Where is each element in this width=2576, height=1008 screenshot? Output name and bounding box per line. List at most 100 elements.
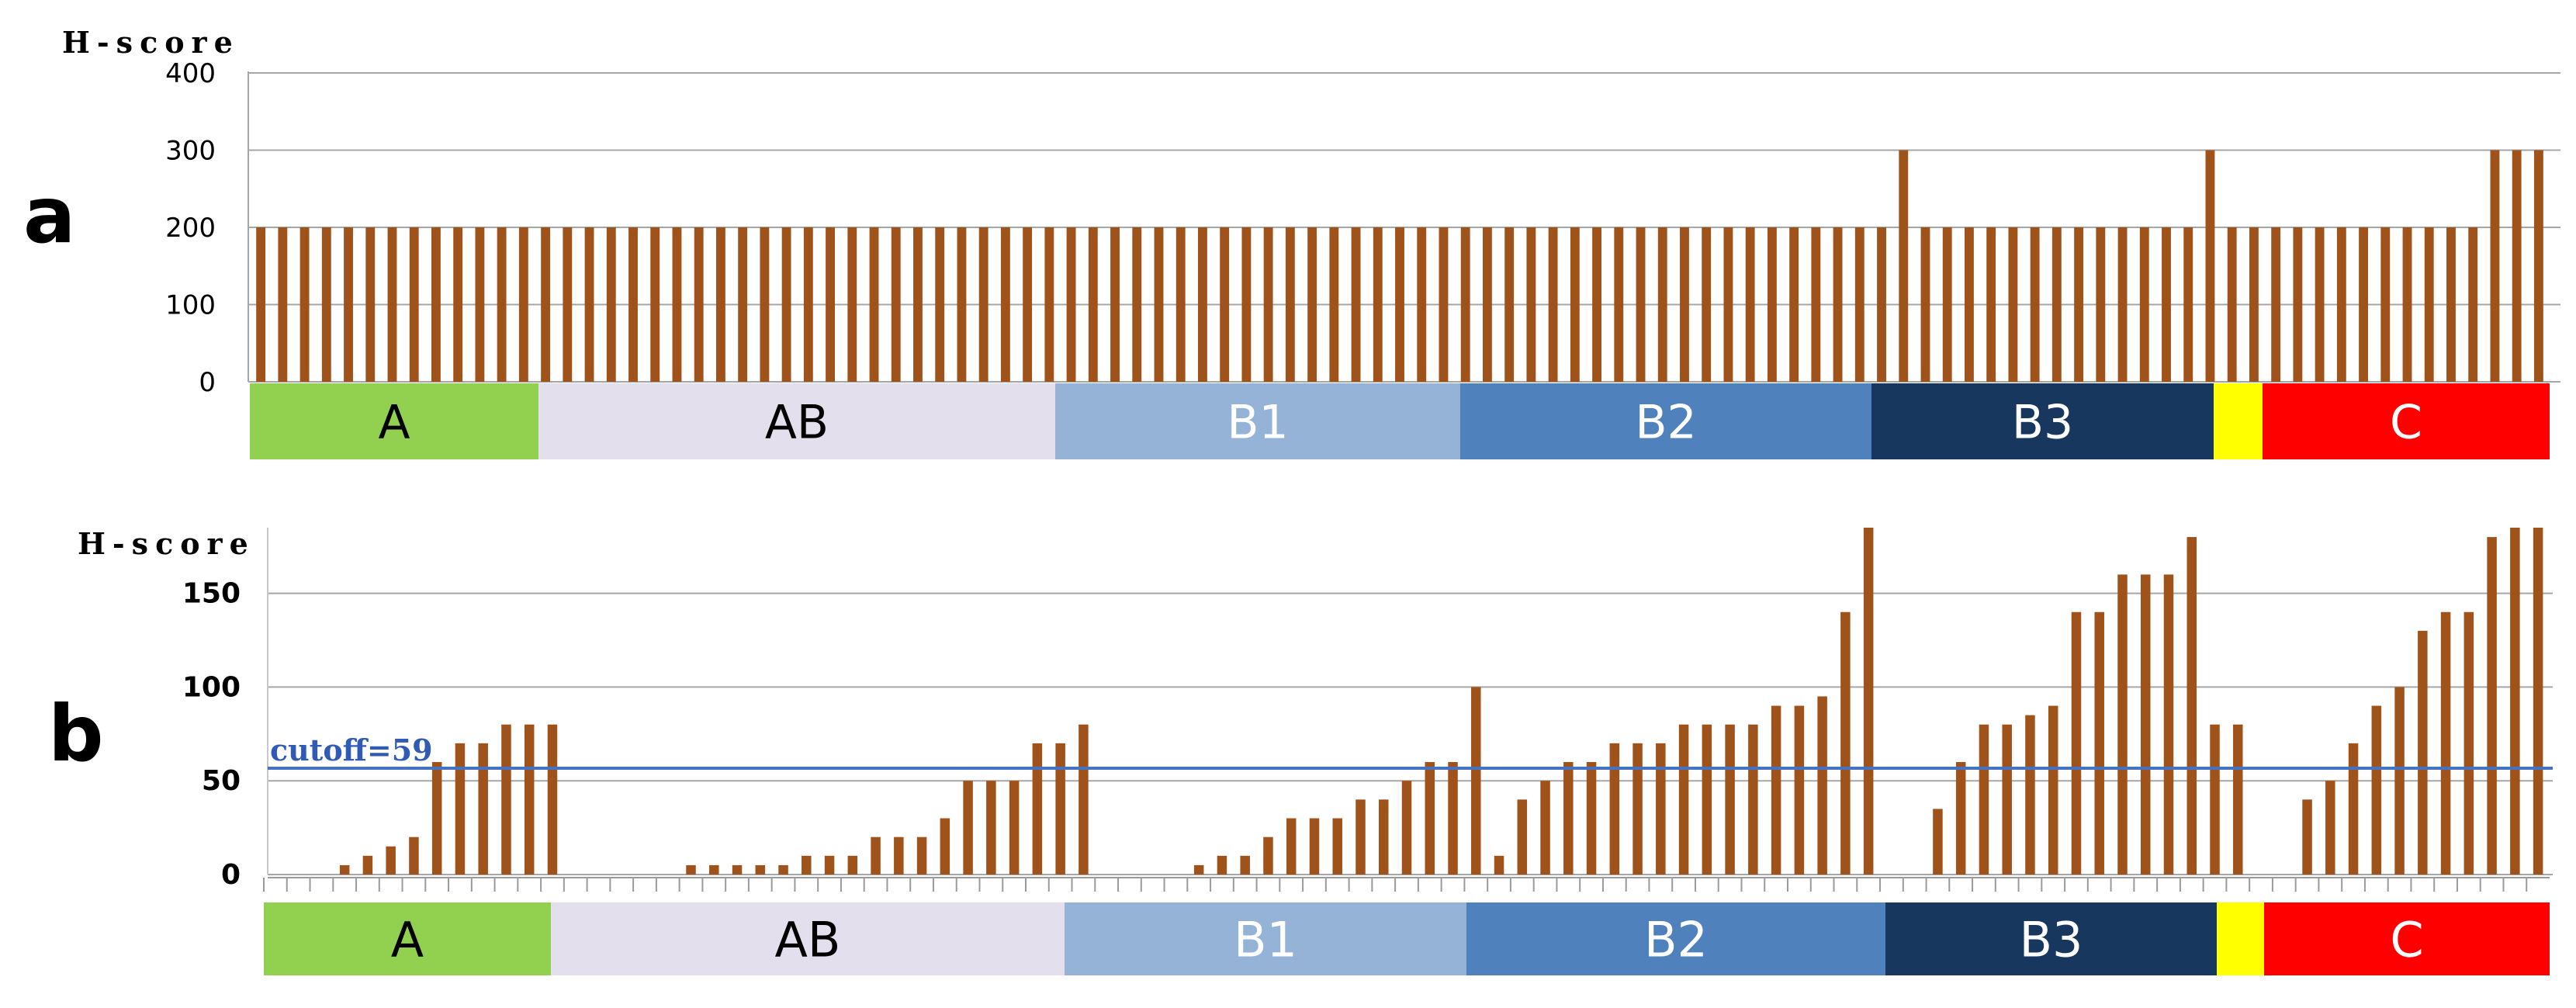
panel-b-y-axis-label: H-score xyxy=(78,526,255,561)
panel-b-bar xyxy=(732,864,743,875)
panel-b-bar xyxy=(1217,855,1227,875)
panel-b-bar xyxy=(2233,724,2243,875)
panel-a-bar xyxy=(1066,227,1076,382)
panel-b-bar xyxy=(1401,781,1412,875)
panel-b-bar xyxy=(1678,724,1689,875)
panel-a-bar xyxy=(365,227,376,382)
panel-b-bar xyxy=(339,864,350,875)
panel-a-bar xyxy=(1132,227,1142,382)
panel-b-bar xyxy=(2463,611,2474,875)
panel-a-bar xyxy=(299,227,310,382)
panel-a-label: a xyxy=(23,170,75,261)
panel-b-bar xyxy=(409,837,419,875)
panel-b-bar xyxy=(2325,781,2335,875)
panel-b-bar xyxy=(755,864,766,875)
panel-a-bar xyxy=(694,227,704,382)
panel-a-bar xyxy=(1920,227,1930,382)
panel-a-group-label: AB xyxy=(765,396,829,450)
panel-a-group-label: A xyxy=(378,396,410,450)
panel-b-bar xyxy=(1055,743,1065,875)
panel-a-bar xyxy=(1548,227,1558,382)
panel-b-bar xyxy=(2348,743,2359,875)
panel-a-bar xyxy=(1877,227,1886,382)
panel-b-bar xyxy=(2440,611,2451,875)
panel-a-bar xyxy=(1504,227,1515,382)
panel-b-bar xyxy=(386,846,396,875)
panel-a-bar xyxy=(2271,227,2281,382)
panel-b-cutoff-label: cutoff=59 xyxy=(270,733,433,767)
panel-b-bar xyxy=(1009,781,1020,875)
panel-b-bar xyxy=(2140,574,2151,875)
panel-a-bar xyxy=(541,227,551,382)
panel-a-bar xyxy=(1329,227,1339,382)
panel-a-bar xyxy=(2249,227,2259,382)
panel-a-y-tick-label: 0 xyxy=(199,367,216,398)
panel-b-bar xyxy=(501,724,511,875)
panel-b-bar xyxy=(1309,818,1320,875)
panel-b-bar xyxy=(2002,724,2012,875)
panel-a-bar xyxy=(2205,150,2215,382)
panel-a-bar xyxy=(1526,227,1536,382)
panel-a-bar xyxy=(563,227,573,382)
panel-a-bar xyxy=(891,227,901,382)
panel-a-bar xyxy=(1680,227,1689,382)
panel-b-bar xyxy=(1032,743,1043,875)
panel-b-bar xyxy=(986,781,996,875)
panel-a-bar xyxy=(321,227,331,382)
panel-b-bar xyxy=(1494,855,1504,875)
panel-b-bar xyxy=(362,855,373,875)
panel-b-group-label: A xyxy=(391,911,424,968)
panel-a-bar xyxy=(672,227,682,382)
panel-a-bar xyxy=(2490,150,2500,382)
panel-a-bar xyxy=(1833,227,1843,382)
panel-b-bar xyxy=(2117,574,2128,875)
panel-b-bar xyxy=(963,781,973,875)
panel-a-bar xyxy=(1592,227,1601,382)
panel-a-bar xyxy=(497,227,507,382)
panel-b-y-tick-label: 50 xyxy=(202,765,241,797)
panel-a-bar xyxy=(2315,227,2325,382)
panel-b-bar xyxy=(1702,724,1712,875)
panel-b-bar xyxy=(778,864,788,875)
panel-b-y-tick-label: 100 xyxy=(182,671,241,703)
panel-a-bar xyxy=(1220,227,1230,382)
panel-b-group-block-b2 xyxy=(1466,902,1885,975)
panel-a-bar xyxy=(2402,227,2412,382)
panel-b-group-label: AB xyxy=(775,911,841,968)
panel-a-bar xyxy=(431,227,441,382)
panel-b-bar xyxy=(1794,705,1805,875)
panel-b-bar xyxy=(1079,724,1089,875)
panel-a-bar xyxy=(1460,227,1470,382)
panel-a-group-block-b2 xyxy=(1460,383,1871,459)
panel-a-bar xyxy=(2074,227,2084,382)
panel-a-bar xyxy=(2051,227,2062,382)
panel-a-group-block-b1 xyxy=(1055,383,1460,459)
panel-a-bar xyxy=(715,227,725,382)
panel-b-bar xyxy=(916,837,927,875)
panel-a-group-block-ab xyxy=(538,383,1055,459)
panel-a-bar xyxy=(453,227,463,382)
panel-b-group-block-ab xyxy=(551,902,1065,975)
panel-a-bar xyxy=(978,227,989,382)
panel-a-y-tick-label: 300 xyxy=(165,136,216,167)
panel-a-bar xyxy=(1854,227,1864,382)
panel-b-bar xyxy=(1540,781,1550,875)
panel-a-bar xyxy=(475,227,485,382)
panel-b-bar xyxy=(1332,818,1342,875)
panel-b-bar xyxy=(1425,762,1435,875)
panel-b-bar xyxy=(2394,687,2405,875)
panel-b-bar xyxy=(478,743,488,875)
panel-a-bar xyxy=(1351,227,1361,382)
panel-a-bar xyxy=(2380,227,2391,382)
panel-a-bar xyxy=(1702,227,1712,382)
panel-a-group-block-y xyxy=(2214,383,2263,459)
panel-a-bar xyxy=(1000,227,1010,382)
panel-b-bar xyxy=(1356,799,1366,875)
panel-b-bar xyxy=(2163,574,2174,875)
panel-b-group-block-b1 xyxy=(1065,902,1466,975)
panel-b-bar xyxy=(455,743,466,875)
panel-a-group-block-b3 xyxy=(1871,383,2214,459)
panel-a-bar xyxy=(1307,227,1317,382)
panel-b-group-block-a xyxy=(264,902,551,975)
panel-a-bar xyxy=(957,227,967,382)
